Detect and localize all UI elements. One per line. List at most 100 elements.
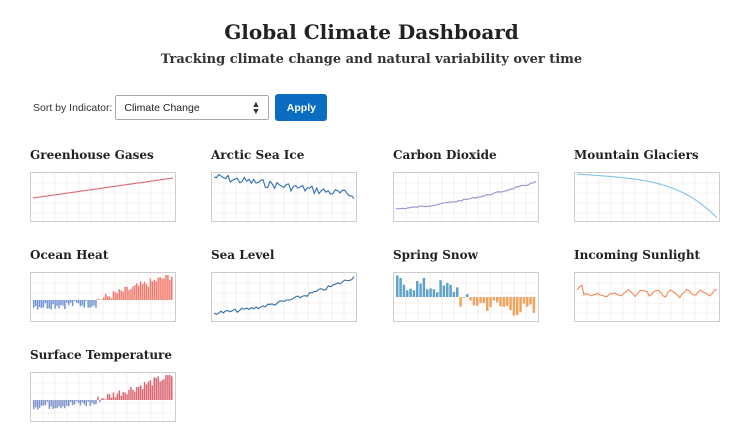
- sparkline-bar: [68, 400, 70, 407]
- sparkline-line: [32, 177, 174, 199]
- sparkline-bar: [157, 376, 159, 400]
- sort-indicator-select[interactable]: Climate Change ▲ ▼: [115, 95, 270, 120]
- sparkline-bar: [153, 377, 156, 400]
- sparkline-bar: [145, 284, 148, 300]
- sparkline-bar: [50, 300, 52, 310]
- chart-title: Greenhouse Gases: [30, 148, 154, 162]
- sparkline-bar: [472, 297, 476, 306]
- sparkline-bar: [446, 283, 449, 297]
- sparkline-bar: [99, 299, 101, 300]
- sparkline-bar: [114, 397, 117, 400]
- sparkline-bar: [130, 288, 132, 300]
- sparkline-bar: [412, 290, 416, 297]
- sparkline-bar: [442, 285, 446, 297]
- chart-title: Incoming Sunlight: [574, 248, 701, 262]
- sparkline-bar: [143, 382, 146, 400]
- sparkline-bar: [134, 391, 136, 400]
- sparkline-bar: [81, 300, 84, 306]
- sparkline-bar: [499, 297, 502, 307]
- sparkline-bar: [151, 385, 154, 400]
- chart-card-incoming-sunlight[interactable]: Incoming Sunlight: [574, 248, 720, 322]
- select-arrows-icon: ▲ ▼: [251, 98, 261, 116]
- sparkline-bar: [38, 400, 41, 408]
- sparkline-bar: [132, 389, 134, 400]
- sparkline-bar: [93, 300, 95, 306]
- sparkline-bar: [81, 400, 84, 403]
- sparkline-bar: [36, 300, 39, 310]
- sparkline-bar: [54, 400, 56, 409]
- sparkline-bar: [462, 297, 466, 298]
- chart-title: Spring Snow: [393, 248, 478, 262]
- sparkline-bar: [149, 380, 152, 400]
- sparkline-bar: [519, 297, 522, 312]
- sparkline-bar: [149, 278, 152, 300]
- sparkline-bar: [50, 400, 52, 407]
- sparkline-line: [576, 173, 718, 219]
- sparkline-bar: [422, 277, 426, 297]
- sparkline-bar: [130, 386, 132, 400]
- chart-card-spring-snow[interactable]: Spring Snow: [393, 248, 539, 322]
- sparkline-bar: [452, 292, 456, 297]
- sparkline-bar: [476, 297, 479, 306]
- sparkline-bar: [449, 284, 452, 297]
- sparkline-bar: [124, 286, 126, 300]
- page-subtitle: Tracking climate change and natural vari…: [160, 52, 583, 67]
- sparkline-bar: [52, 400, 54, 409]
- sparkline-bar: [42, 400, 45, 406]
- sparkline-bar: [118, 289, 121, 300]
- sparkline-bar: [116, 293, 119, 300]
- sparkline-bar: [153, 279, 156, 300]
- sparkline-bar: [416, 281, 419, 297]
- chart-card-surface-temperature[interactable]: Surface Temperature: [30, 348, 176, 422]
- sparkline-bar: [93, 400, 95, 405]
- chart-title: Ocean Heat: [30, 248, 109, 262]
- sparkline-bar: [46, 300, 49, 309]
- sparkline-bar: [456, 287, 459, 297]
- sparkline-bar: [147, 381, 150, 400]
- sort-indicator-value: Climate Change: [124, 101, 200, 114]
- sparkline-bar: [516, 297, 519, 316]
- sparkline-bar: [419, 283, 422, 297]
- sparkline-bar: [128, 290, 130, 300]
- sparkline-bar: [112, 392, 115, 400]
- sparkline-bar: [85, 400, 87, 407]
- sparkline-bar: [48, 400, 51, 409]
- sparkline-bar: [58, 400, 60, 407]
- sparkline-bar: [110, 298, 113, 300]
- sparkline-bar: [104, 399, 107, 400]
- sparkline-bar: [112, 291, 115, 300]
- chart-card-mountain-glaciers[interactable]: Mountain Glaciers: [574, 148, 720, 222]
- sparkline-bar: [87, 300, 89, 308]
- sparkline-bar: [155, 378, 157, 400]
- chart-card-arctic-sea-ice[interactable]: Arctic Sea Ice: [211, 148, 357, 222]
- sparkline-bar: [165, 275, 167, 300]
- apply-button[interactable]: Apply: [275, 94, 328, 121]
- sort-label: Sort by Indicator:: [33, 101, 113, 114]
- chart-arctic-sea-ice: [211, 172, 357, 222]
- chart-incoming-sunlight: [574, 272, 720, 322]
- sparkline-bar: [163, 278, 165, 300]
- sparkline-bar: [95, 400, 97, 405]
- sparkline-bar: [69, 300, 72, 303]
- sparkline-bar: [120, 395, 122, 400]
- sparkline-bar: [60, 400, 62, 409]
- sparkline-bar: [120, 290, 122, 300]
- sparkline-bar: [66, 400, 68, 406]
- sparkline-bar: [34, 400, 37, 408]
- sparkline-bar: [54, 300, 56, 309]
- sparkline-bar: [396, 275, 399, 297]
- chart-card-greenhouse-gases[interactable]: Greenhouse Gases: [30, 148, 176, 222]
- sparkline-bar: [108, 394, 111, 400]
- sparkline-line: [396, 180, 537, 210]
- sparkline-bar: [502, 297, 506, 307]
- chart-card-carbon-dioxide[interactable]: Carbon Dioxide: [393, 148, 539, 222]
- sparkline-bar: [87, 400, 89, 402]
- sparkline-bar: [42, 300, 45, 308]
- chart-card-ocean-heat[interactable]: Ocean Heat: [30, 248, 176, 322]
- sparkline-bar: [73, 400, 76, 405]
- sparkline-bar: [101, 398, 103, 400]
- chart-card-sea-level[interactable]: Sea Level: [211, 248, 357, 322]
- sparkline-bar: [73, 300, 76, 301]
- sparkline-bar: [157, 277, 159, 300]
- sparkline-bar: [95, 300, 97, 308]
